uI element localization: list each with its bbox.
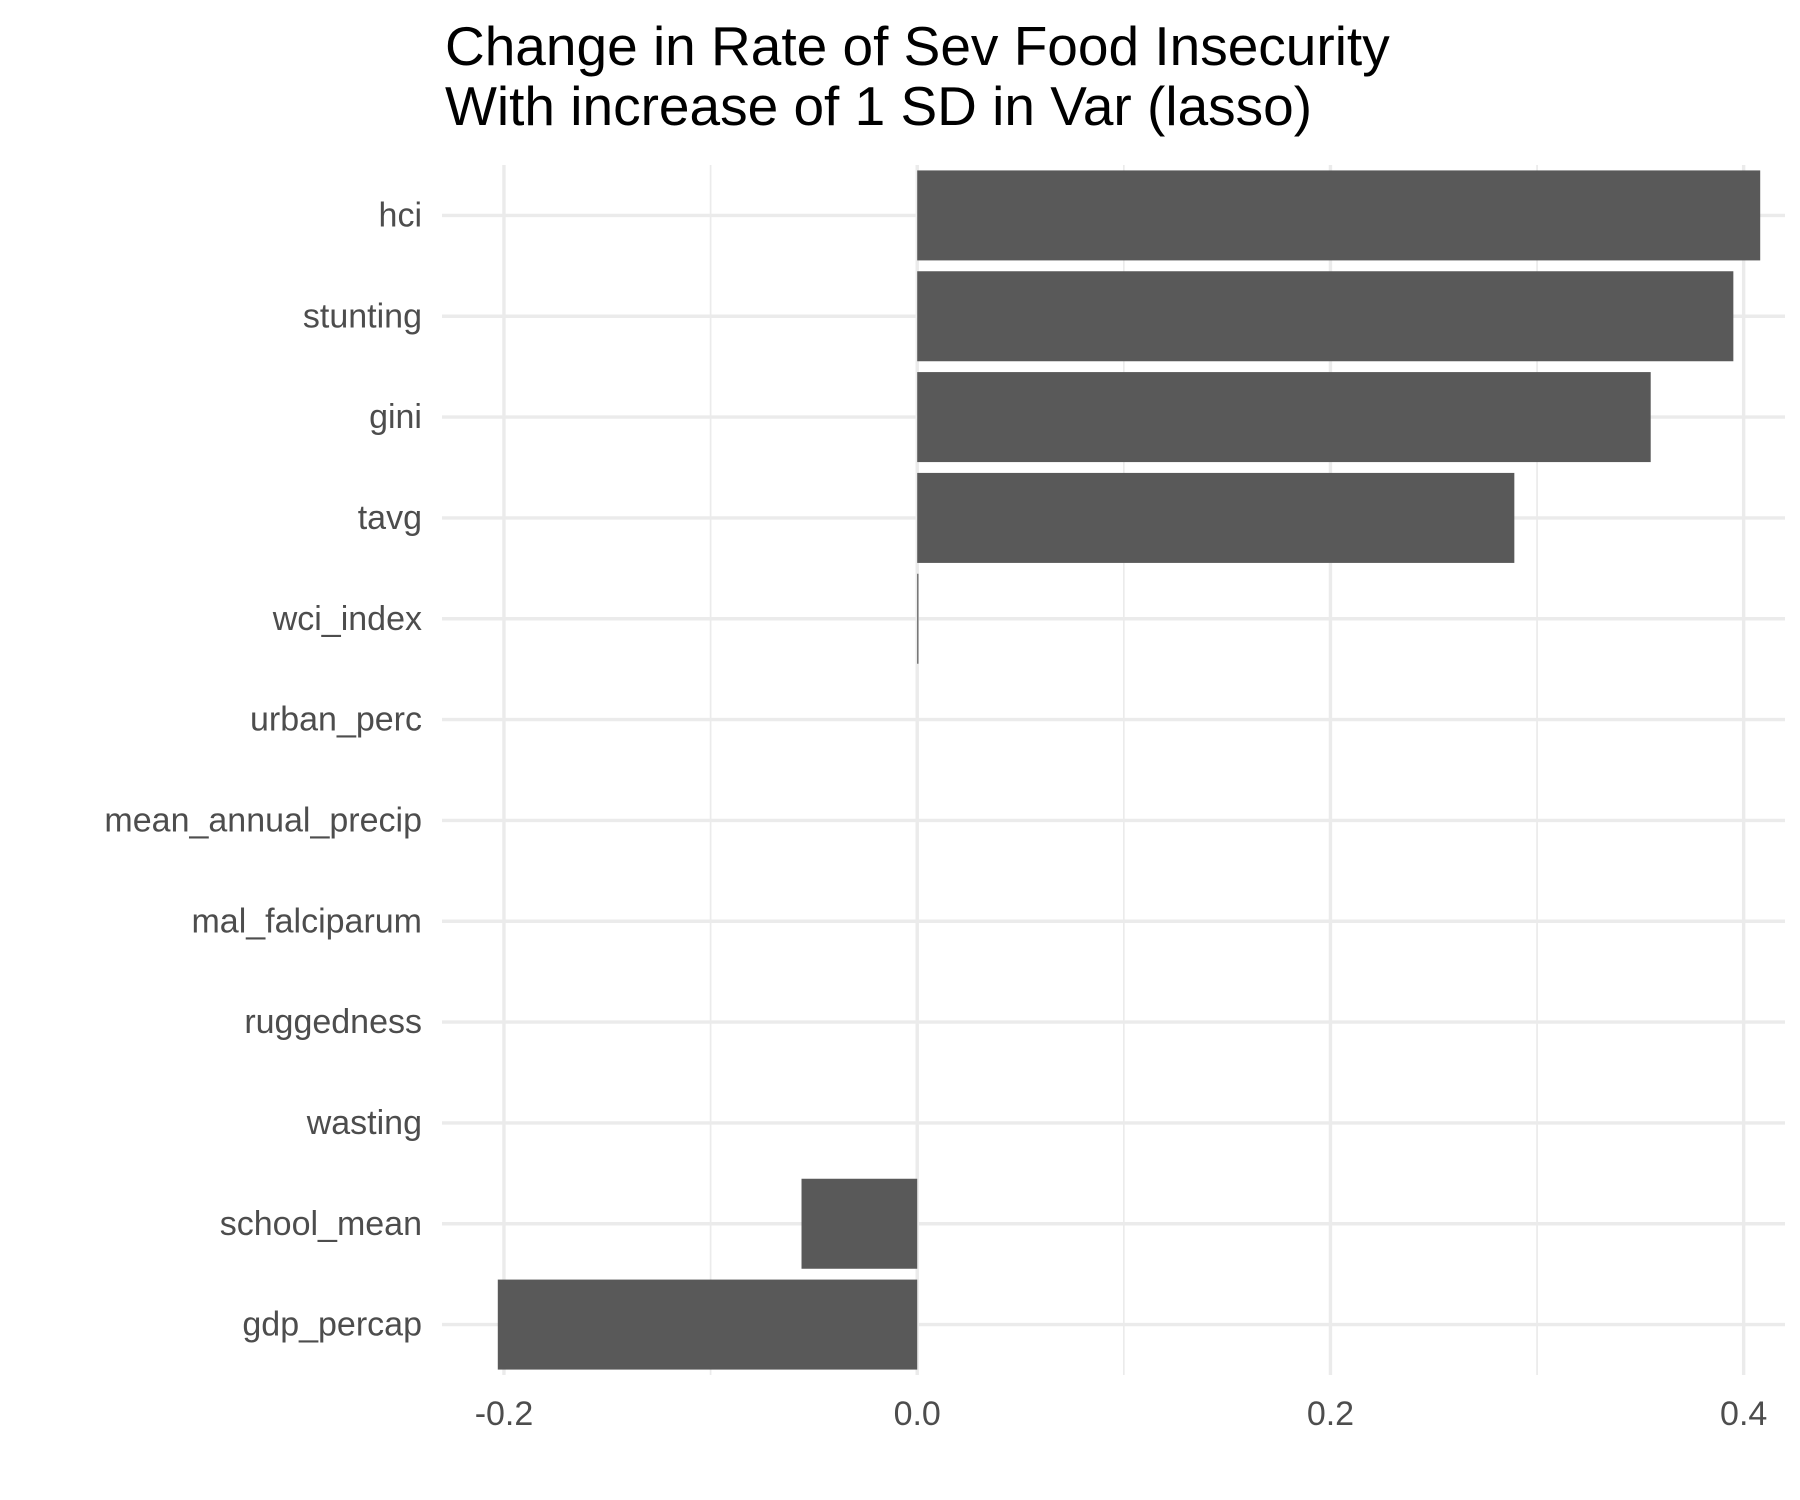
y-tick-label: urban_perc: [250, 701, 422, 739]
y-tick-label: wci_index: [272, 600, 422, 638]
y-tick-label: hci: [379, 196, 422, 234]
bar-wci_index: [917, 573, 919, 664]
x-tick-label: 0.0: [894, 1395, 941, 1433]
bars: [497, 170, 1761, 1370]
bar-gini: [917, 372, 1651, 463]
y-tick-label: gdp_percap: [242, 1306, 422, 1344]
y-tick-label: tavg: [358, 499, 422, 537]
bar-hci: [917, 170, 1761, 261]
y-tick-label: mean_annual_precip: [104, 801, 422, 839]
y-tick-label: ruggedness: [244, 1003, 422, 1041]
y-tick-label: stunting: [303, 297, 422, 335]
y-tick-label: wasting: [306, 1104, 422, 1142]
y-tick-label: mal_falciparum: [191, 902, 422, 940]
bar-stunting: [917, 271, 1734, 362]
x-tick-label: 0.2: [1307, 1395, 1354, 1433]
chart-title-line-2: With increase of 1 SD in Var (lasso): [445, 75, 1312, 137]
x-tick-label: 0.4: [1720, 1395, 1767, 1433]
y-tick-label: school_mean: [220, 1205, 422, 1243]
chart-title-line-1: Change in Rate of Sev Food Insecurity: [445, 15, 1390, 77]
plot-area: [442, 165, 1785, 1375]
x-tick-label: -0.2: [475, 1395, 534, 1433]
y-tick-label: gini: [369, 398, 422, 436]
bar-tavg: [917, 472, 1515, 563]
bar-gdp_percap: [497, 1279, 918, 1370]
grid: [442, 165, 1785, 1375]
y-axis: hci stunting gini tavg wci_index urban_percme…: [104, 196, 422, 1343]
bar-school_mean: [801, 1178, 918, 1269]
x-axis: -0.2 0.0 0.2 0.4: [475, 1395, 1768, 1433]
